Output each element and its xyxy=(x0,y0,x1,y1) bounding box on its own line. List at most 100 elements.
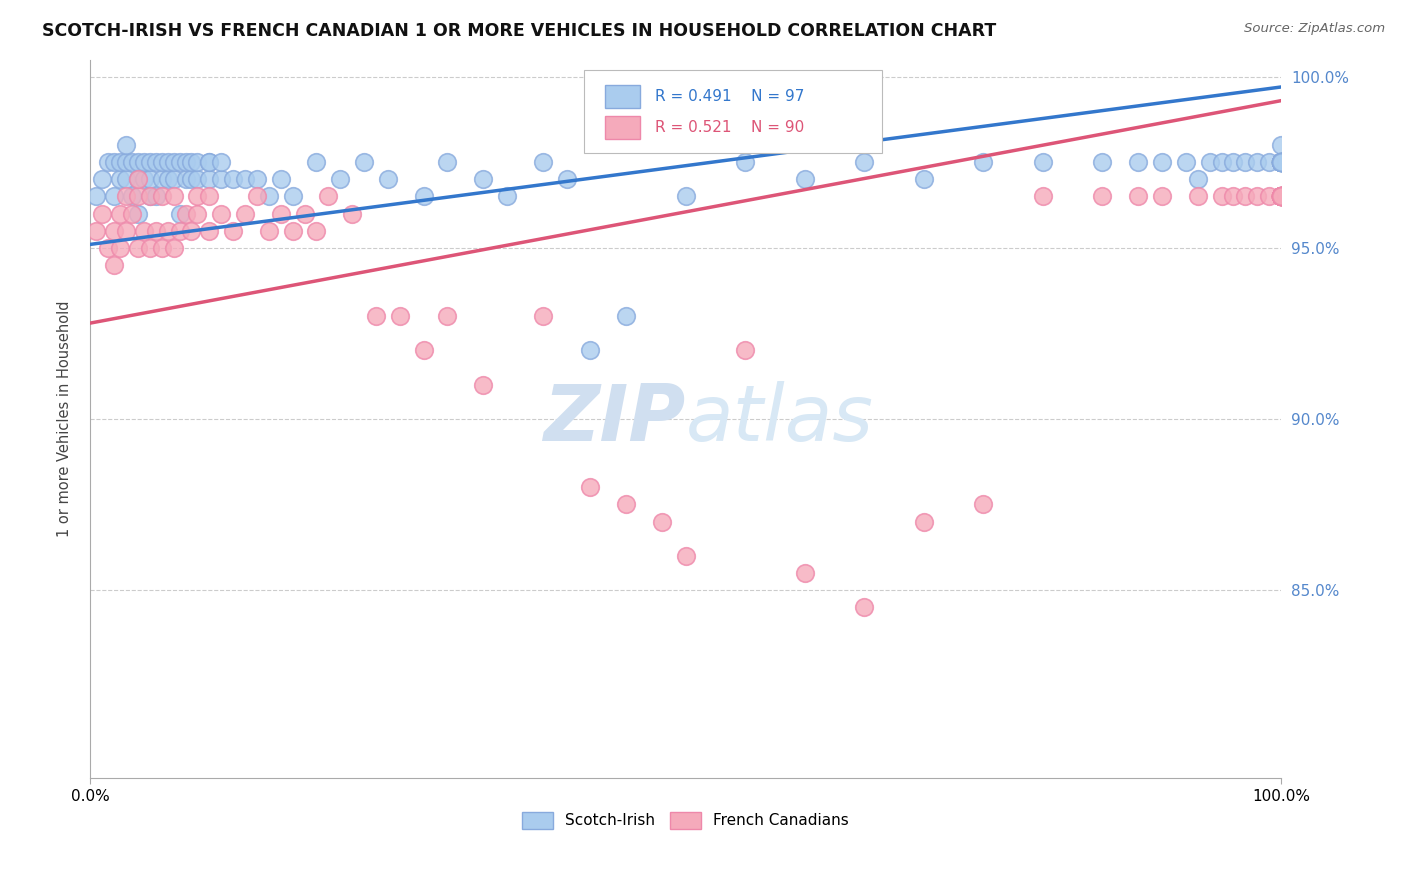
Point xyxy=(1270,189,1292,203)
Point xyxy=(1270,189,1292,203)
Point xyxy=(1222,155,1244,169)
Point xyxy=(84,189,107,203)
Point xyxy=(853,155,876,169)
Point xyxy=(103,224,125,238)
Point xyxy=(174,155,197,169)
Point xyxy=(1270,155,1292,169)
Point xyxy=(127,241,149,255)
Point xyxy=(364,310,387,324)
Point xyxy=(108,241,131,255)
Point xyxy=(209,155,232,169)
Point xyxy=(103,189,125,203)
Point xyxy=(1270,155,1292,169)
Point xyxy=(1270,189,1292,203)
Point xyxy=(675,189,697,203)
Point xyxy=(1270,189,1292,203)
Point xyxy=(472,172,495,186)
Legend: Scotch-Irish, French Canadians: Scotch-Irish, French Canadians xyxy=(516,805,855,835)
Point xyxy=(169,224,191,238)
Point xyxy=(318,189,340,203)
Point xyxy=(377,172,399,186)
Point xyxy=(972,498,994,512)
Point xyxy=(115,172,138,186)
Point xyxy=(436,310,458,324)
Point xyxy=(174,172,197,186)
Point xyxy=(246,189,269,203)
Text: atlas: atlas xyxy=(686,381,873,457)
Point xyxy=(150,155,173,169)
Point xyxy=(180,172,202,186)
Point xyxy=(1270,189,1292,203)
Point xyxy=(579,480,602,494)
Point xyxy=(198,155,221,169)
Point xyxy=(853,600,876,615)
Point xyxy=(198,155,221,169)
Point xyxy=(1270,155,1292,169)
Point xyxy=(233,172,256,186)
Point xyxy=(1091,155,1114,169)
Point xyxy=(1270,189,1292,203)
Point xyxy=(1128,189,1150,203)
Point xyxy=(1150,155,1173,169)
Point xyxy=(97,155,120,169)
Point xyxy=(1187,189,1209,203)
Point xyxy=(150,189,173,203)
Point xyxy=(103,155,125,169)
Point xyxy=(1211,189,1233,203)
Point xyxy=(1246,155,1268,169)
Point xyxy=(305,155,328,169)
Point xyxy=(1270,189,1292,203)
Point xyxy=(209,206,232,220)
Point xyxy=(222,172,245,186)
Point xyxy=(186,189,208,203)
Point xyxy=(132,155,155,169)
Point xyxy=(186,206,208,220)
Point xyxy=(651,515,673,529)
Point xyxy=(233,206,256,220)
Point xyxy=(127,172,149,186)
Point xyxy=(1270,155,1292,169)
Point xyxy=(555,172,578,186)
Point xyxy=(1150,189,1173,203)
Point xyxy=(436,155,458,169)
Point xyxy=(174,206,197,220)
Point xyxy=(162,241,184,255)
Point xyxy=(156,155,179,169)
Point xyxy=(1270,155,1292,169)
Point xyxy=(1270,155,1292,169)
Point xyxy=(675,549,697,563)
Point xyxy=(169,155,191,169)
Point xyxy=(145,189,167,203)
Point xyxy=(150,172,173,186)
Point xyxy=(1270,189,1292,203)
Point xyxy=(115,224,138,238)
Point xyxy=(1270,155,1292,169)
Point xyxy=(1270,189,1292,203)
Text: SCOTCH-IRISH VS FRENCH CANADIAN 1 OR MORE VEHICLES IN HOUSEHOLD CORRELATION CHAR: SCOTCH-IRISH VS FRENCH CANADIAN 1 OR MOR… xyxy=(42,22,997,40)
Point xyxy=(472,377,495,392)
Point xyxy=(127,172,149,186)
Point xyxy=(162,155,184,169)
Point xyxy=(132,172,155,186)
Point xyxy=(1270,189,1292,203)
Point xyxy=(1270,189,1292,203)
Point xyxy=(108,172,131,186)
Point xyxy=(198,189,221,203)
Point xyxy=(1270,155,1292,169)
Point xyxy=(734,343,756,358)
Point xyxy=(145,224,167,238)
Point xyxy=(84,224,107,238)
Text: Source: ZipAtlas.com: Source: ZipAtlas.com xyxy=(1244,22,1385,36)
Point xyxy=(305,224,328,238)
Point xyxy=(531,155,554,169)
Point xyxy=(1270,189,1292,203)
Point xyxy=(108,206,131,220)
Point xyxy=(793,172,815,186)
Point xyxy=(1270,155,1292,169)
Point xyxy=(127,189,149,203)
Point xyxy=(912,172,935,186)
Point xyxy=(156,172,179,186)
Point xyxy=(1128,155,1150,169)
Point xyxy=(127,155,149,169)
Point xyxy=(1270,189,1292,203)
